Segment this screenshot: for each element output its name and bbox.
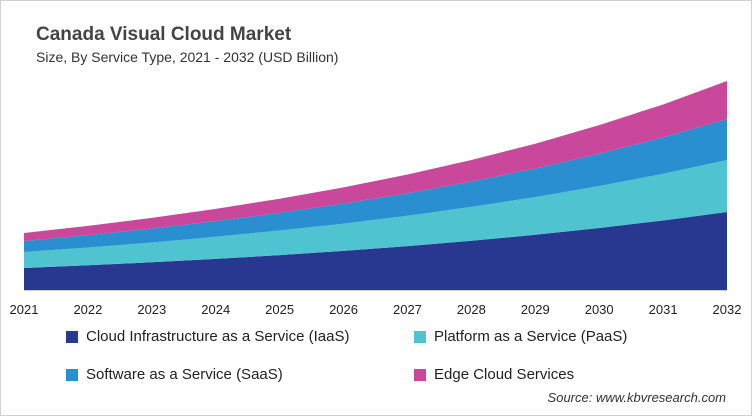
- x-tick-label: 2030: [585, 302, 614, 317]
- legend-label: Platform as a Service (PaaS): [434, 328, 628, 345]
- x-tick-label: 2022: [73, 302, 102, 317]
- legend-item-iaas: Cloud Infrastructure as a Service (IaaS): [66, 328, 349, 345]
- legend-item-edge: Edge Cloud Services: [414, 366, 574, 383]
- x-tick-label: 2025: [265, 302, 294, 317]
- area-series-1: [24, 160, 727, 268]
- legend-label: Cloud Infrastructure as a Service (IaaS): [86, 328, 350, 345]
- legend-swatch: [414, 368, 426, 381]
- x-tick-label: 2021: [10, 302, 39, 317]
- x-tick-label: 2024: [201, 302, 230, 317]
- area-series-2: [24, 119, 727, 252]
- chart-subtitle: Size, By Service Type, 2021 - 2032 (USD …: [36, 49, 339, 65]
- legend-swatch: [66, 368, 78, 381]
- x-tick-label: 2028: [457, 302, 486, 317]
- legend-item-paas: Platform as a Service (PaaS): [414, 328, 627, 345]
- legend-swatch: [66, 330, 78, 343]
- legend-swatch: [414, 330, 426, 343]
- x-tick-label: 2023: [137, 302, 166, 317]
- x-tick-label: 2032: [713, 302, 742, 317]
- legend-item-saas: Software as a Service (SaaS): [66, 366, 283, 383]
- x-tick-label: 2031: [649, 302, 678, 317]
- legend-label: Software as a Service (SaaS): [86, 366, 283, 383]
- x-tick-label: 2026: [329, 302, 358, 317]
- legend-label: Edge Cloud Services: [434, 366, 575, 383]
- x-tick-label: 2027: [393, 302, 422, 317]
- source-note: Source: www.kbvresearch.com: [547, 390, 726, 405]
- chart-title: Canada Visual Cloud Market: [36, 24, 292, 45]
- area-series-0: [24, 212, 727, 290]
- x-tick-label: 2029: [521, 302, 550, 317]
